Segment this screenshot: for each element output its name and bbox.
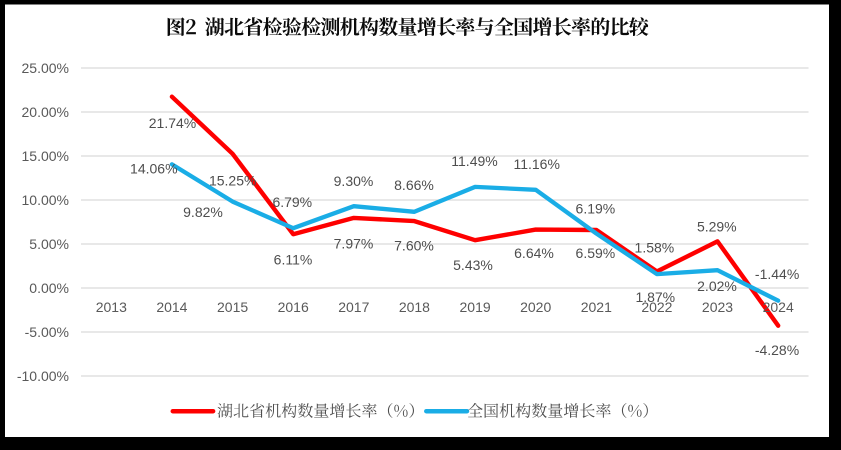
svg-text:-10.00%: -10.00%	[17, 368, 69, 384]
svg-text:2015: 2015	[217, 299, 248, 315]
svg-text:-5.00%: -5.00%	[25, 324, 69, 340]
svg-text:21.74%: 21.74%	[149, 115, 196, 131]
svg-text:-4.28%: -4.28%	[755, 342, 799, 358]
svg-text:2022: 2022	[641, 299, 672, 315]
svg-text:2019: 2019	[460, 299, 491, 315]
svg-text:8.66%: 8.66%	[394, 177, 434, 193]
svg-text:0.00%: 0.00%	[29, 280, 69, 296]
svg-text:1.87%: 1.87%	[635, 289, 675, 305]
svg-text:2.02%: 2.02%	[697, 278, 737, 294]
svg-text:6.11%: 6.11%	[274, 251, 313, 267]
svg-text:5.29%: 5.29%	[697, 219, 737, 235]
svg-text:6.59%: 6.59%	[576, 245, 616, 261]
svg-text:11.49%: 11.49%	[451, 153, 497, 169]
svg-text:2014: 2014	[156, 299, 187, 315]
svg-text:25.00%: 25.00%	[22, 60, 69, 76]
svg-text:10.00%: 10.00%	[22, 192, 69, 208]
svg-text:2024: 2024	[763, 299, 794, 315]
svg-text:5.43%: 5.43%	[453, 257, 493, 273]
svg-text:2018: 2018	[399, 299, 430, 315]
svg-text:9.82%: 9.82%	[183, 204, 223, 220]
svg-text:20.00%: 20.00%	[22, 104, 69, 120]
svg-text:1.58%: 1.58%	[635, 240, 675, 256]
svg-text:6.79%: 6.79%	[272, 194, 312, 210]
svg-text:9.30%: 9.30%	[334, 173, 374, 189]
svg-text:14.06%: 14.06%	[130, 161, 177, 177]
svg-text:2021: 2021	[581, 299, 612, 315]
svg-text:2023: 2023	[702, 299, 733, 315]
svg-text:6.19%: 6.19%	[576, 201, 616, 217]
svg-text:7.60%: 7.60%	[394, 238, 434, 254]
svg-text:11.16%: 11.16%	[513, 156, 559, 172]
svg-text:7.97%: 7.97%	[334, 236, 374, 252]
svg-text:15.25%: 15.25%	[209, 173, 256, 189]
svg-text:2016: 2016	[278, 299, 309, 315]
svg-text:6.64%: 6.64%	[514, 245, 554, 261]
svg-text:2017: 2017	[338, 299, 369, 315]
svg-text:2013: 2013	[96, 299, 127, 315]
svg-text:2020: 2020	[520, 299, 551, 315]
svg-text:15.00%: 15.00%	[22, 148, 69, 164]
svg-text:5.00%: 5.00%	[29, 236, 69, 252]
svg-text:-1.44%: -1.44%	[755, 266, 799, 282]
